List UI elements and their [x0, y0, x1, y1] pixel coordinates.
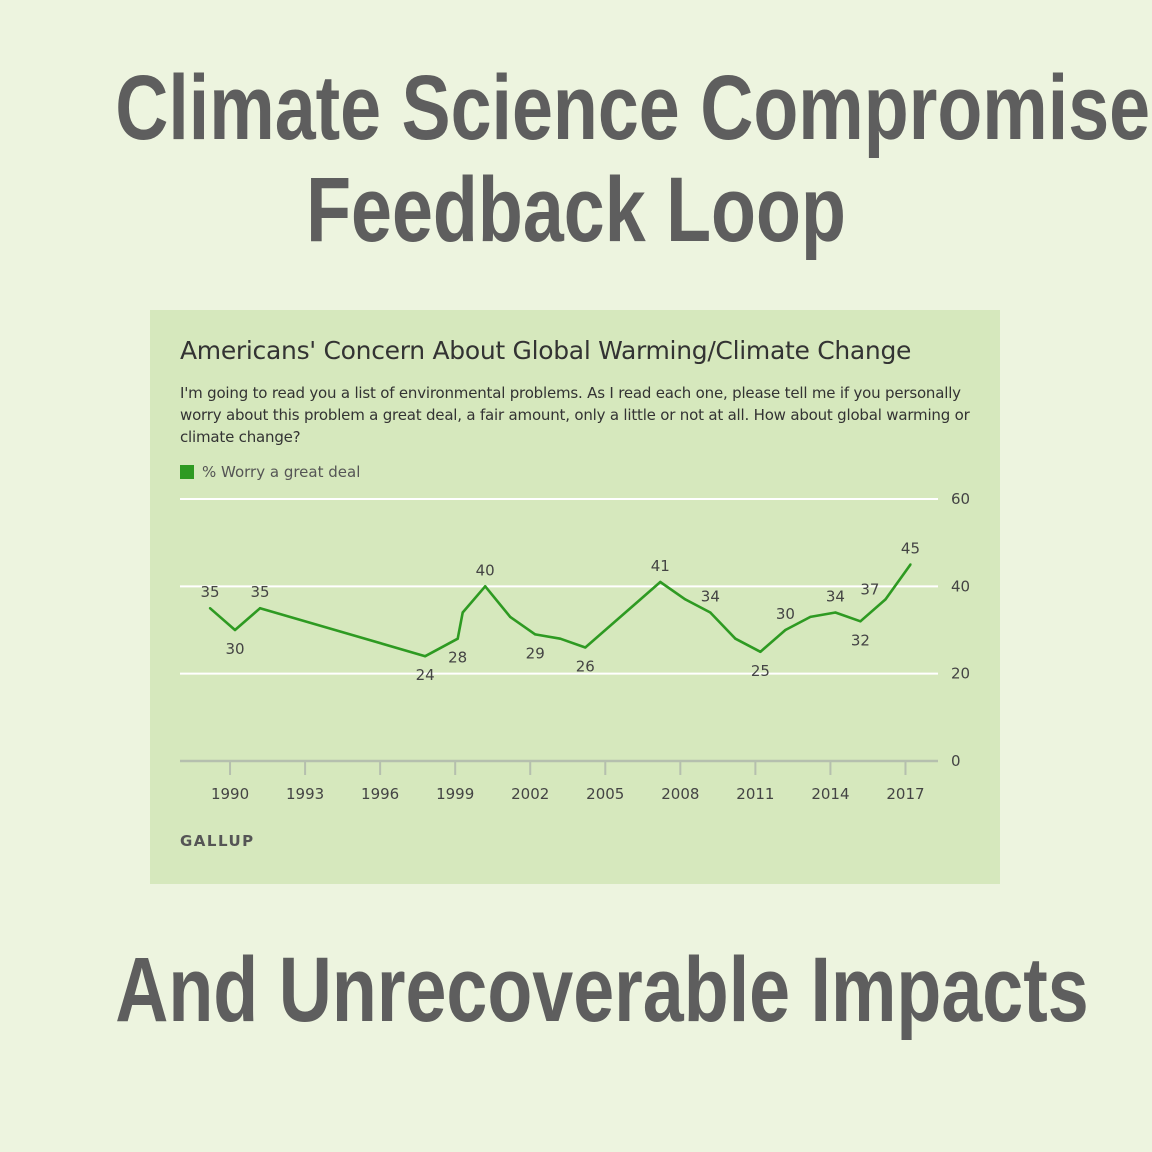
data-point	[584, 646, 587, 649]
headline-line-3: And Unrecoverable Impacts	[115, 939, 1089, 1041]
data-label: 34	[826, 588, 845, 606]
x-tick-label: 2014	[811, 785, 849, 803]
x-tick-label: 1996	[361, 785, 399, 803]
data-label: 40	[476, 561, 495, 579]
data-point	[709, 611, 712, 614]
data-point	[909, 563, 912, 566]
line-chart: 0 20 40 60 1990 1993 1996 1999 2002 2005 2008 2011 2…	[180, 490, 970, 803]
data-point	[759, 650, 762, 654]
data-point	[258, 606, 262, 610]
data-label: 24	[416, 666, 435, 684]
y-tick-label: 60	[951, 490, 970, 508]
x-tick-label: 1999	[436, 785, 474, 803]
data-point	[509, 615, 512, 619]
y-tick-label: 40	[951, 577, 970, 595]
data-label: 28	[448, 649, 467, 667]
chart-source: GALLUP	[180, 832, 255, 850]
chart-title: Americans' Concern About Global Warming/…	[180, 336, 912, 365]
chart-panel: Americans' Concern About Global Warming/…	[150, 310, 1000, 884]
data-point	[659, 580, 662, 584]
data-point	[734, 637, 737, 640]
headline-line-1: Climate Science Compromise	[115, 57, 1151, 159]
data-label: 30	[225, 640, 244, 658]
data-point	[784, 628, 787, 632]
data-label: 41	[651, 557, 670, 575]
data-point	[834, 611, 837, 614]
x-tick-label: 2017	[886, 785, 924, 803]
data-label: 26	[576, 657, 595, 675]
x-tick-label: 2002	[511, 785, 549, 803]
data-label: 32	[851, 631, 870, 649]
data-label: 30	[776, 605, 795, 623]
chart-legend: % Worry a great deal	[180, 463, 360, 481]
chart-subtitle: I'm going to read you a list of environm…	[180, 384, 970, 446]
data-point	[233, 628, 237, 632]
data-label: 34	[701, 588, 720, 606]
data-point	[859, 620, 862, 623]
x-tick-label: 1993	[286, 785, 324, 803]
data-point	[534, 633, 537, 636]
data-point	[461, 611, 464, 614]
data-point	[208, 606, 212, 610]
data-label: 35	[200, 583, 219, 601]
headline-line-2: Feedback Loop	[306, 159, 846, 261]
x-tick-label: 2005	[586, 785, 624, 803]
data-label: 35	[251, 583, 270, 601]
data-label: 29	[526, 644, 545, 662]
data-point	[809, 615, 812, 619]
y-tick-label: 20	[951, 665, 970, 683]
data-label: 25	[751, 662, 770, 680]
data-point	[484, 585, 487, 588]
data-point	[884, 598, 887, 601]
legend-swatch	[180, 465, 194, 479]
x-tick-label: 1990	[211, 785, 249, 803]
data-label: 45	[901, 540, 920, 558]
data-point	[684, 598, 687, 601]
x-tick-label: 2011	[736, 785, 774, 803]
data-point	[456, 637, 459, 640]
series-line	[209, 563, 912, 658]
data-label: 37	[860, 580, 879, 598]
data-point	[559, 637, 562, 640]
data-point	[423, 655, 427, 658]
y-tick-label: 0	[951, 752, 961, 770]
x-tick-label: 2008	[661, 785, 699, 803]
legend-label: % Worry a great deal	[202, 463, 361, 481]
